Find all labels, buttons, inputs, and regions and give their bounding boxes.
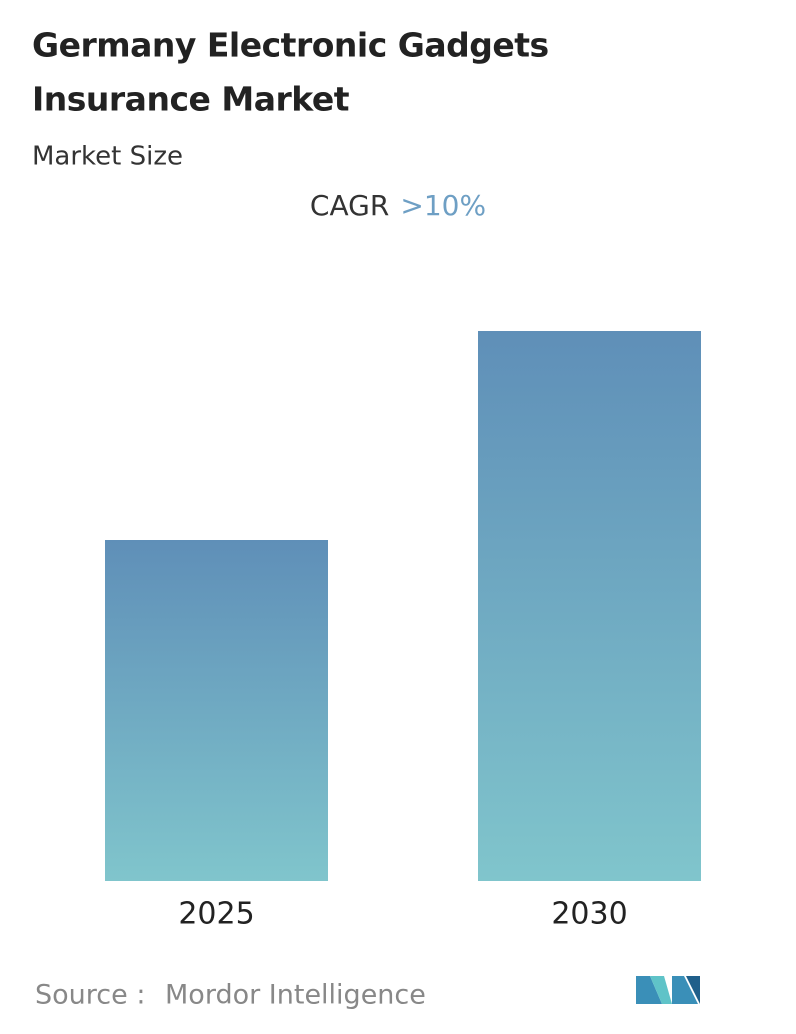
logo bbox=[636, 976, 700, 1004]
source: Mordor Intelligence bbox=[165, 980, 426, 1011]
subtitle: Market Size bbox=[32, 142, 183, 172]
chart-title: Insurance Market bbox=[32, 80, 350, 119]
cagr-label: CAGR bbox=[310, 189, 389, 222]
source-label: Source : bbox=[35, 980, 145, 1011]
bar bbox=[105, 540, 328, 881]
x-tick-label: 2025 bbox=[178, 897, 254, 932]
bar bbox=[478, 331, 701, 881]
cagr: CAGR >10% bbox=[310, 189, 486, 222]
cagr-value: >10% bbox=[400, 189, 486, 222]
x-tick-label: 2030 bbox=[551, 897, 627, 932]
chart-title: Germany Electronic Gadgets bbox=[32, 26, 549, 65]
